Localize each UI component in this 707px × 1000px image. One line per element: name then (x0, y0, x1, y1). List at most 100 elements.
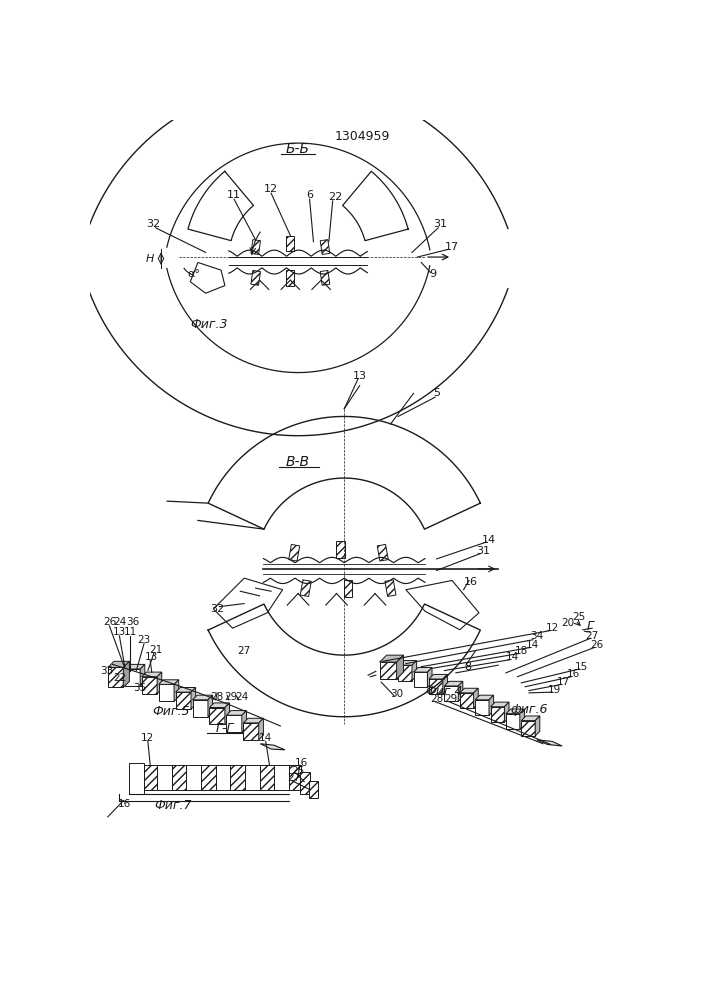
Text: Фиг.3: Фиг.3 (191, 318, 228, 331)
Bar (259, 765, 274, 790)
Polygon shape (535, 716, 540, 736)
Text: 30: 30 (390, 689, 403, 699)
Polygon shape (458, 681, 463, 701)
Text: 9: 9 (429, 269, 436, 279)
Polygon shape (444, 681, 463, 686)
Bar (143, 765, 157, 790)
Bar (230, 765, 245, 790)
Polygon shape (140, 664, 145, 686)
Polygon shape (520, 709, 525, 729)
Text: 17: 17 (445, 242, 459, 252)
Polygon shape (158, 684, 174, 701)
Polygon shape (125, 669, 140, 686)
Text: 16: 16 (464, 577, 479, 587)
Polygon shape (108, 661, 129, 667)
Bar (245, 765, 259, 790)
Text: 34: 34 (530, 631, 544, 641)
Polygon shape (521, 716, 540, 721)
Polygon shape (344, 580, 352, 597)
Text: 26: 26 (103, 617, 116, 627)
Text: Фиг.7: Фиг.7 (155, 799, 192, 812)
Polygon shape (475, 695, 493, 700)
Text: Б-Б: Б-Б (286, 142, 310, 156)
Text: 5: 5 (433, 388, 440, 398)
Text: 29: 29 (224, 692, 238, 702)
Polygon shape (175, 692, 191, 709)
Text: 36: 36 (126, 617, 139, 627)
Text: 33: 33 (100, 666, 114, 676)
Polygon shape (414, 667, 432, 672)
Polygon shape (190, 262, 225, 293)
Text: Фиг.5: Фиг.5 (152, 705, 189, 718)
Text: 22: 22 (113, 673, 126, 683)
Polygon shape (428, 667, 432, 687)
Text: 15: 15 (575, 662, 588, 672)
Polygon shape (243, 718, 264, 723)
Text: 16: 16 (118, 799, 132, 809)
Polygon shape (491, 702, 509, 707)
Polygon shape (320, 240, 329, 254)
Polygon shape (192, 695, 213, 700)
Polygon shape (300, 580, 311, 596)
Polygon shape (141, 677, 157, 694)
Polygon shape (125, 664, 145, 669)
Polygon shape (398, 665, 412, 681)
Polygon shape (157, 672, 162, 694)
Bar (172, 765, 187, 790)
Bar (129, 763, 144, 794)
Polygon shape (491, 707, 504, 722)
Polygon shape (380, 655, 404, 662)
Polygon shape (414, 672, 428, 687)
Polygon shape (412, 661, 416, 681)
Text: Фиг.4: Фиг.4 (426, 685, 463, 698)
Polygon shape (259, 718, 264, 740)
Polygon shape (429, 674, 448, 679)
Polygon shape (214, 578, 283, 628)
Text: 14: 14 (506, 652, 519, 662)
Text: 20: 20 (561, 618, 574, 628)
Text: 18: 18 (515, 646, 528, 656)
Text: 21: 21 (149, 645, 162, 655)
Text: 31: 31 (433, 219, 448, 229)
Text: 24: 24 (113, 617, 126, 627)
Text: 35: 35 (134, 683, 147, 693)
Polygon shape (286, 235, 294, 251)
Text: 29: 29 (444, 694, 457, 704)
Text: 11: 11 (227, 190, 241, 200)
Text: α°: α° (187, 269, 201, 279)
Text: 22: 22 (328, 192, 342, 202)
Polygon shape (537, 740, 562, 746)
Text: 25: 25 (291, 766, 305, 776)
Text: 12: 12 (264, 184, 278, 194)
Polygon shape (251, 270, 260, 285)
Text: 6: 6 (306, 190, 313, 200)
Text: 16: 16 (567, 669, 580, 679)
Polygon shape (444, 686, 458, 701)
Polygon shape (378, 544, 388, 561)
Polygon shape (108, 667, 123, 687)
Text: 13: 13 (145, 652, 158, 662)
Polygon shape (398, 661, 416, 665)
Text: 1304959: 1304959 (335, 130, 390, 143)
Polygon shape (123, 661, 129, 687)
Text: 25: 25 (573, 612, 585, 622)
Polygon shape (174, 680, 179, 701)
Text: 12: 12 (546, 623, 559, 633)
Polygon shape (225, 703, 230, 724)
Polygon shape (251, 240, 260, 254)
Text: 14: 14 (526, 640, 539, 650)
Polygon shape (226, 711, 247, 715)
Bar (201, 765, 216, 790)
Polygon shape (489, 695, 493, 715)
Polygon shape (286, 270, 294, 286)
Bar (216, 765, 230, 790)
Bar (187, 765, 201, 790)
Polygon shape (380, 662, 397, 679)
Polygon shape (208, 695, 213, 717)
Polygon shape (475, 700, 489, 715)
Text: 27: 27 (287, 773, 300, 783)
Polygon shape (288, 544, 300, 561)
Polygon shape (506, 709, 525, 714)
Text: 32: 32 (210, 604, 224, 614)
Text: 19: 19 (548, 685, 561, 695)
